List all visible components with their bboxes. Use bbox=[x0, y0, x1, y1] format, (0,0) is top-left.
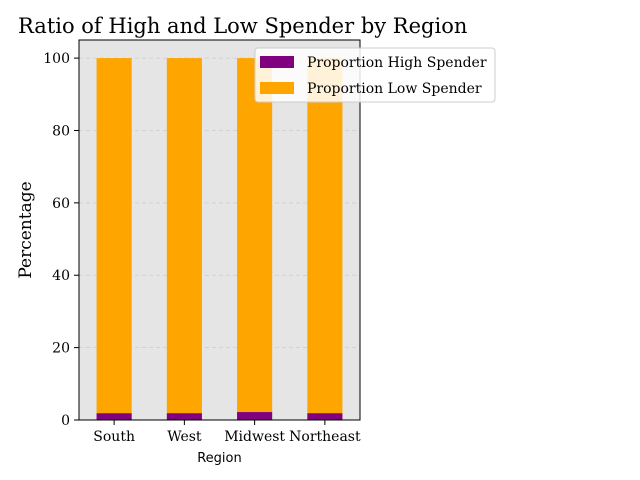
x-tick-label-west: West bbox=[167, 429, 202, 445]
x-axis-ticks: South West Midwest Northeast bbox=[93, 420, 361, 445]
bar-midwest-high-spender bbox=[237, 412, 273, 420]
y-tick-label-0: 0 bbox=[61, 413, 70, 429]
y-tick-label-60: 60 bbox=[52, 196, 70, 212]
bar-midwest-low-spender bbox=[237, 58, 273, 413]
legend-label-high-spender: Proportion High Spender bbox=[307, 55, 487, 71]
bars bbox=[96, 58, 343, 420]
legend: Proportion High Spender Proportion Low S… bbox=[254, 47, 496, 103]
legend-box bbox=[254, 47, 496, 103]
chart-title: Ratio of High and Low Spender by Region bbox=[18, 14, 467, 38]
bar-south-high-spender bbox=[96, 413, 132, 420]
legend-label-low-spender: Proportion Low Spender bbox=[307, 81, 482, 97]
y-tick-label-100: 100 bbox=[43, 51, 70, 67]
x-tick-label-midwest: Midwest bbox=[224, 429, 285, 445]
y-tick-label-40: 40 bbox=[52, 268, 70, 284]
x-tick-label-northeast: Northeast bbox=[289, 429, 361, 445]
plot-frame bbox=[78, 39, 361, 421]
bar-west-low-spender bbox=[166, 58, 202, 414]
y-axis-title: Percentage bbox=[16, 181, 36, 278]
x-tick-label-south: South bbox=[93, 429, 135, 445]
y-tick-label-80: 80 bbox=[52, 123, 70, 139]
y-tick-label-20: 20 bbox=[52, 341, 70, 357]
legend-swatch-high-spender bbox=[260, 56, 294, 68]
legend-swatch-low-spender bbox=[260, 82, 294, 94]
bar-south-low-spender bbox=[96, 58, 132, 414]
bar-west-high-spender bbox=[166, 413, 202, 420]
bar-northeast-low-spender bbox=[307, 58, 343, 414]
bar-northeast-high-spender bbox=[307, 413, 343, 420]
y-axis-ticks: 0 20 40 60 80 100 bbox=[43, 51, 79, 429]
x-axis-title: Region bbox=[197, 451, 242, 466]
